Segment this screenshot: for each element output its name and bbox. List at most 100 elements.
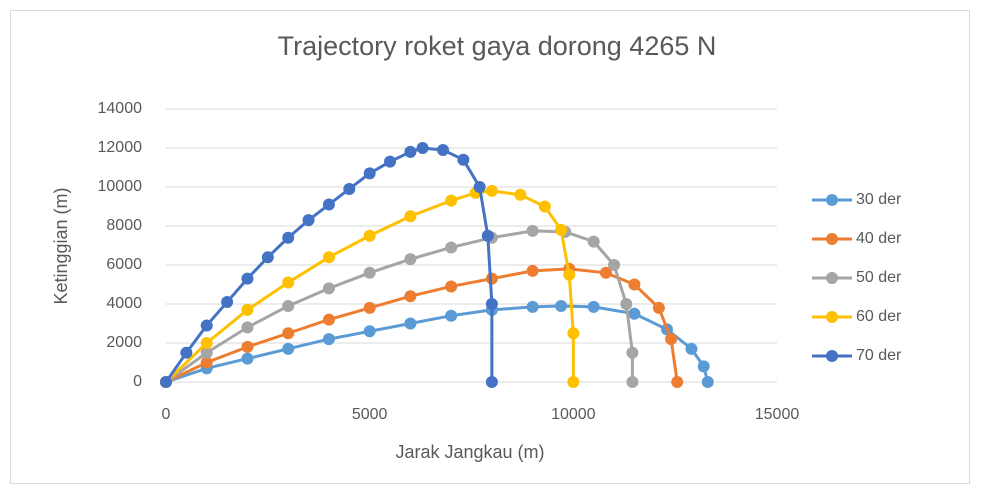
point — [697, 360, 710, 373]
point — [567, 327, 580, 340]
point — [363, 229, 376, 242]
point — [302, 214, 315, 227]
legend-label: 60 der — [856, 308, 902, 325]
legend-marker — [826, 272, 838, 284]
x-axis-label: Jarak Jangkau (m) — [395, 442, 544, 462]
point — [416, 142, 429, 154]
point — [200, 319, 213, 332]
point — [200, 356, 213, 369]
y-tick-label: 6000 — [106, 256, 142, 273]
point — [322, 313, 335, 326]
point — [555, 223, 568, 236]
point — [160, 376, 172, 388]
chart-title: Trajectory roket gaya dorong 4265 N — [278, 31, 717, 61]
point — [363, 266, 376, 279]
point — [563, 268, 576, 281]
point — [363, 301, 376, 314]
point — [241, 340, 254, 353]
point — [200, 337, 213, 349]
point — [363, 325, 376, 338]
legend-label: 50 der — [856, 269, 902, 286]
point — [404, 317, 417, 330]
point — [241, 321, 254, 334]
x-tick-label: 0 — [162, 406, 171, 423]
point — [671, 376, 684, 388]
point — [555, 299, 568, 312]
point — [445, 309, 458, 322]
point — [241, 303, 254, 316]
point — [322, 333, 335, 346]
point — [481, 229, 494, 242]
series-line — [165, 229, 634, 384]
point — [685, 342, 698, 355]
point — [608, 259, 621, 271]
point — [282, 276, 295, 289]
legend-marker — [826, 311, 838, 323]
point — [567, 376, 580, 388]
point — [363, 167, 376, 180]
legend-marker — [826, 350, 838, 362]
point — [282, 299, 295, 312]
point — [445, 194, 458, 207]
point — [445, 280, 458, 293]
point — [526, 264, 539, 277]
point — [404, 210, 417, 223]
y-tick-label: 10000 — [98, 178, 143, 195]
legend-label: 40 der — [856, 230, 902, 247]
legend-label: 30 der — [856, 191, 902, 208]
point — [526, 300, 539, 313]
point — [404, 145, 417, 158]
y-axis-label: Ketinggian (m) — [51, 187, 71, 304]
y-tick-label: 4000 — [106, 295, 142, 312]
point — [485, 298, 498, 310]
point — [526, 224, 539, 237]
point — [180, 346, 193, 359]
point — [665, 333, 678, 346]
y-tick-label: 0 — [133, 373, 142, 390]
x-tick-label: 15000 — [755, 406, 800, 423]
point — [221, 296, 234, 309]
x-tick-label: 10000 — [551, 406, 596, 423]
point — [436, 143, 449, 156]
point — [587, 235, 600, 248]
point — [445, 241, 458, 254]
point — [322, 198, 335, 211]
point — [514, 188, 527, 201]
point — [241, 272, 254, 285]
point — [620, 298, 633, 310]
point — [626, 376, 639, 388]
point — [628, 307, 641, 320]
y-tick-label: 14000 — [98, 100, 143, 117]
series-line — [164, 189, 575, 384]
y-tick-label: 8000 — [106, 217, 142, 234]
series-line — [165, 267, 679, 384]
legend-label: 70 der — [856, 347, 902, 364]
point — [404, 290, 417, 303]
legend-marker — [826, 194, 838, 206]
point — [322, 282, 335, 295]
point — [701, 376, 714, 388]
x-tick-label: 5000 — [352, 406, 388, 423]
point — [652, 301, 665, 314]
y-tick-label: 12000 — [98, 139, 143, 156]
point — [485, 184, 498, 197]
chart-frame — [10, 10, 970, 484]
point — [628, 278, 641, 291]
point — [599, 266, 612, 279]
point — [322, 251, 335, 264]
point — [384, 155, 397, 168]
point — [282, 231, 295, 244]
point — [282, 327, 295, 340]
point — [457, 153, 470, 166]
legend-marker — [826, 233, 838, 245]
point — [473, 181, 486, 193]
point — [241, 352, 254, 365]
point — [282, 342, 295, 355]
point — [587, 300, 600, 313]
point — [404, 253, 417, 266]
point — [343, 182, 356, 195]
point — [538, 200, 551, 213]
y-tick-label: 2000 — [106, 334, 142, 351]
point — [626, 346, 639, 359]
